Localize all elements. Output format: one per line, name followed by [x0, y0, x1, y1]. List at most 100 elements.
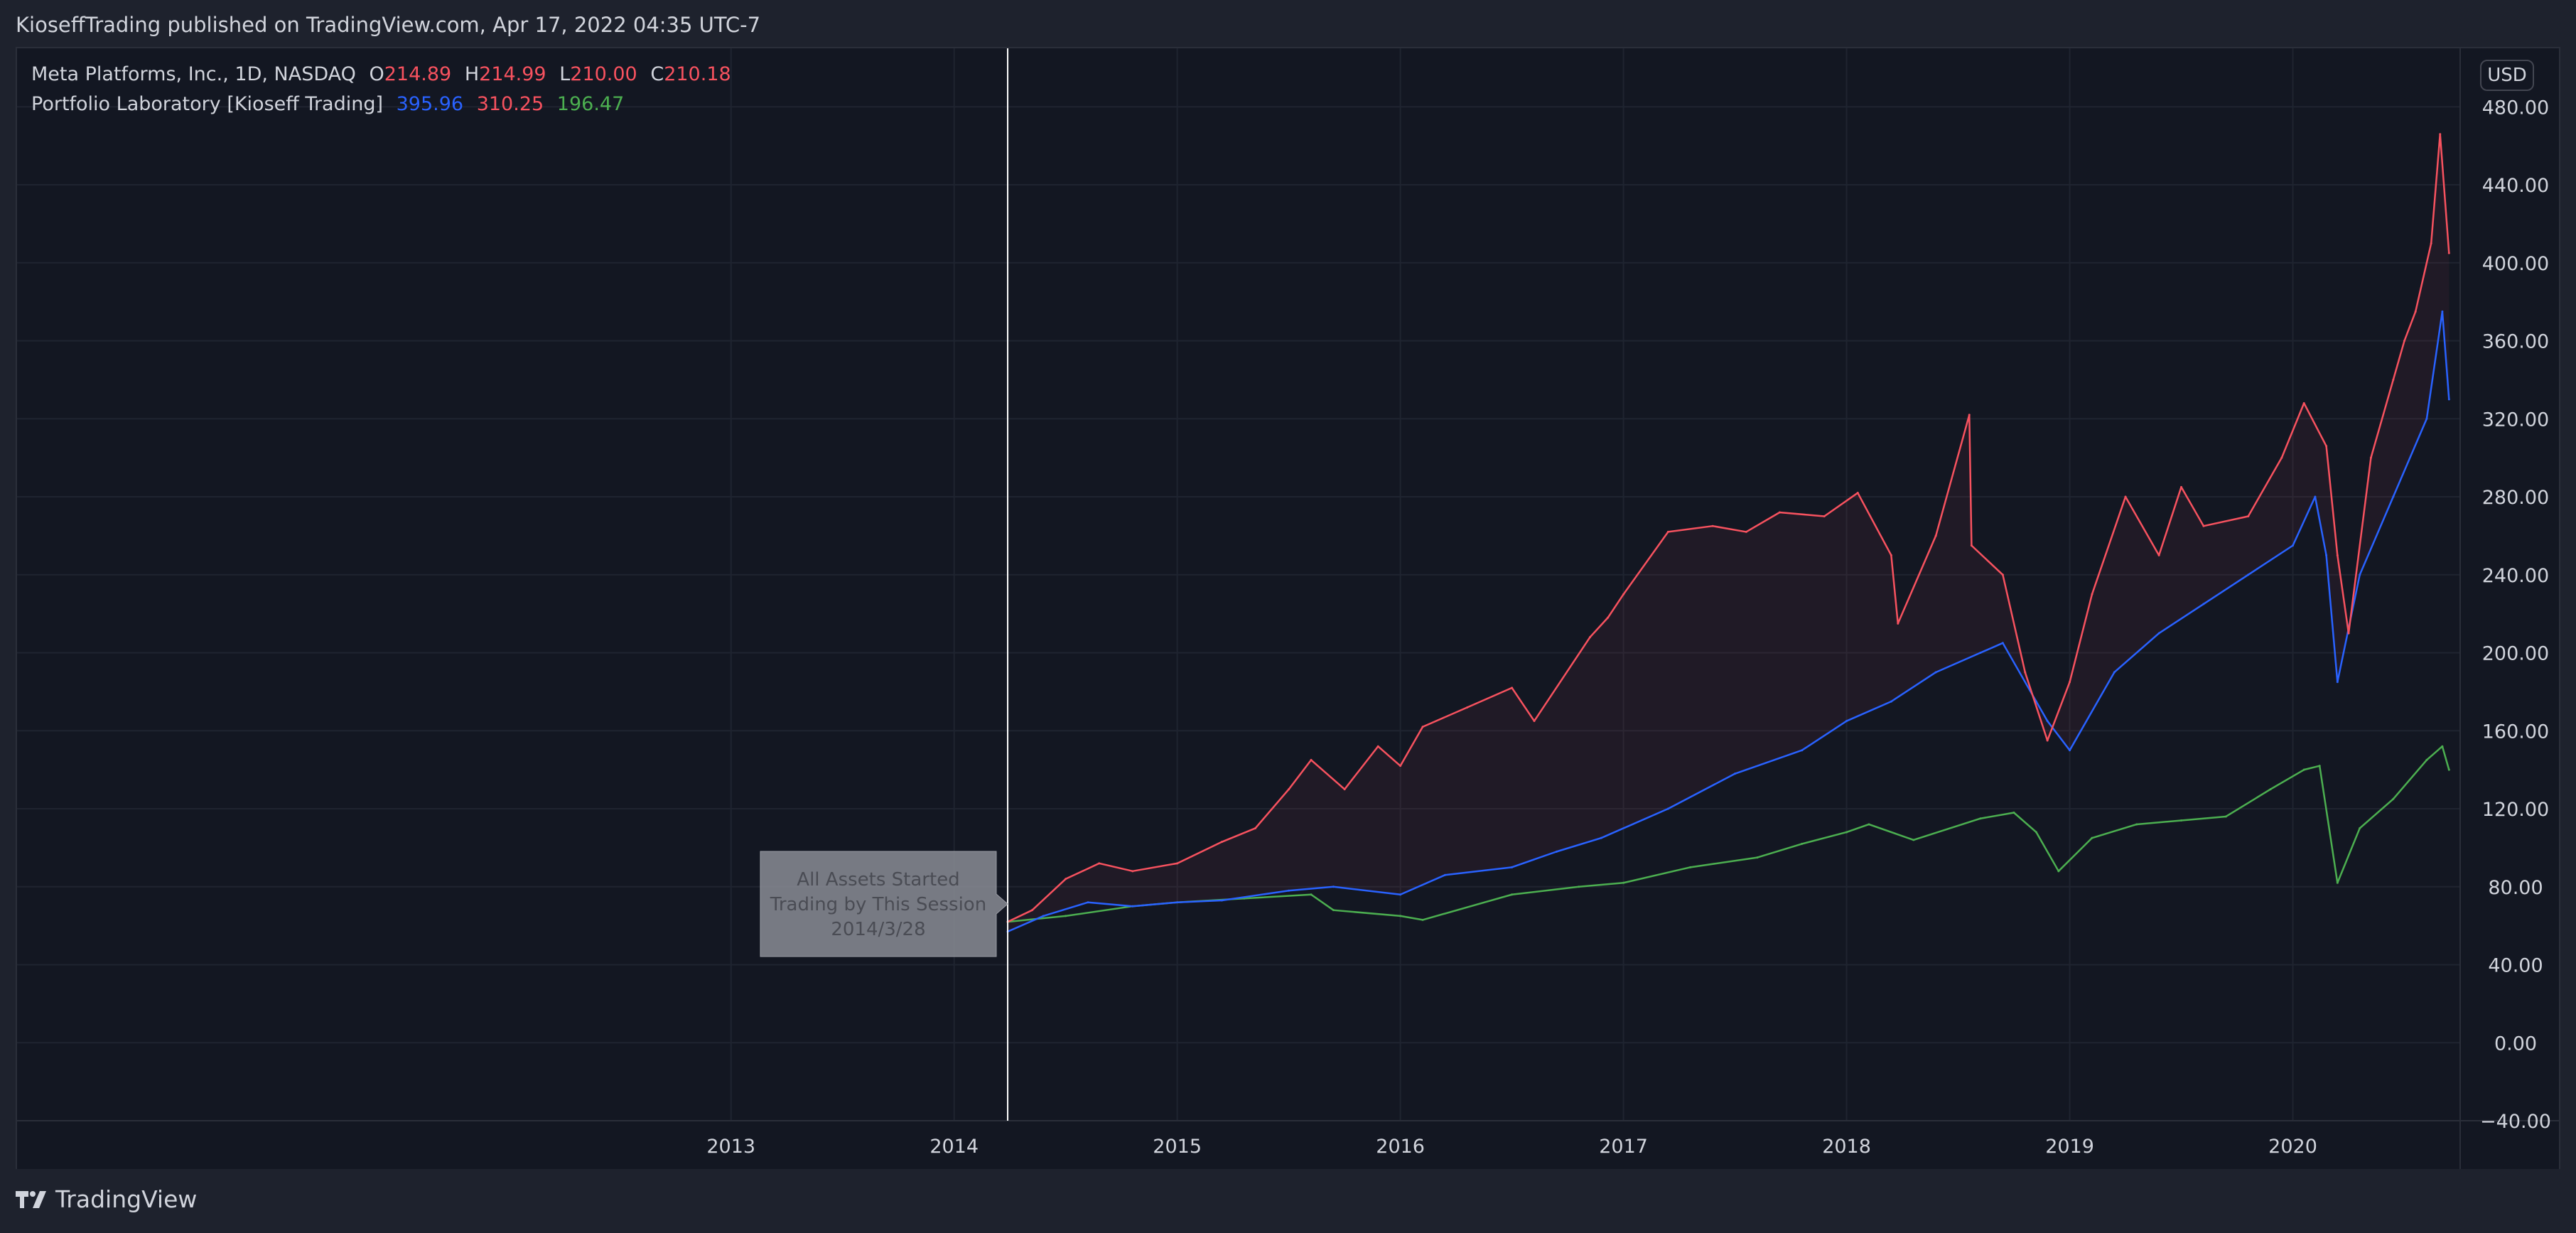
series-point — [2441, 310, 2444, 313]
series-layer — [1006, 133, 2450, 933]
series-point — [2392, 495, 2395, 498]
annotation-box — [760, 851, 1008, 957]
series-point — [2302, 402, 2305, 404]
series-point — [1511, 866, 1514, 868]
series-point — [1555, 850, 1558, 853]
series-point — [2269, 788, 2272, 791]
y-tick-label: 320.00 — [2482, 409, 2549, 431]
series-point — [1934, 671, 1937, 674]
series-point — [2091, 836, 2093, 839]
y-tick-label: 360.00 — [2482, 331, 2549, 353]
series-point — [2359, 574, 2361, 576]
series-point — [1399, 915, 1402, 917]
y-tick-label: 480.00 — [2482, 97, 2549, 119]
indicator-name: Portfolio Laboratory [Kioseff Trading] — [31, 93, 384, 115]
x-tick-label: 2013 — [706, 1136, 755, 1158]
indicator-legend-row[interactable]: Portfolio Laboratory [Kioseff Trading] 3… — [31, 90, 738, 119]
high-label: H — [464, 63, 480, 85]
series-point — [2046, 739, 2049, 742]
y-tick-label: 40.00 — [2488, 955, 2543, 977]
series-point — [1376, 745, 1379, 748]
series-point — [1176, 862, 1179, 865]
series-point — [1589, 636, 1592, 639]
series-point — [2292, 544, 2295, 547]
grid-lines — [17, 48, 2460, 1121]
series-point — [1711, 524, 1714, 527]
series-point — [2447, 252, 2450, 254]
series-point — [1756, 856, 1759, 859]
series-point — [1466, 706, 1469, 709]
indicator-value-red: 310.25 — [476, 93, 544, 115]
series-point — [1890, 554, 1892, 556]
series-point — [1533, 720, 1536, 723]
tradingview-logo[interactable]: TradingView — [16, 1185, 197, 1213]
series-point — [2336, 881, 2339, 884]
y-tick-label: 160.00 — [2482, 721, 2549, 743]
x-tick-label: 2014 — [929, 1136, 979, 1158]
series-point — [2157, 554, 2160, 556]
series-point — [2347, 632, 2350, 635]
series-point — [1220, 841, 1223, 844]
x-tick-label: 2019 — [2045, 1136, 2094, 1158]
y-tick-label: 400.00 — [2482, 253, 2549, 275]
series-point — [1968, 414, 1971, 416]
series-point — [2302, 768, 2305, 771]
series-point — [2180, 819, 2183, 822]
series-point — [1511, 687, 1514, 689]
y-tick-label: 440.00 — [2482, 175, 2549, 197]
series-point — [1734, 772, 1737, 775]
chart-legend: Meta Platforms, Inc., 1D, NASDAQ O214.89… — [31, 60, 738, 119]
open-label: O — [369, 63, 384, 85]
low-label: L — [559, 63, 571, 85]
series-point — [2359, 827, 2361, 829]
annotation-layer: All Assets Started Trading by This Sessio… — [760, 48, 1009, 1121]
series-point — [1443, 873, 1446, 876]
series-point — [1622, 593, 1625, 596]
series-point — [2035, 831, 2037, 834]
y-tick-label: 0.00 — [2494, 1033, 2537, 1055]
series-point — [2447, 768, 2450, 771]
series-point — [1087, 901, 1089, 904]
currency-badge[interactable]: USD — [2480, 60, 2534, 91]
series-point — [2224, 815, 2227, 818]
chart-frame[interactable] — [16, 47, 2560, 1170]
series-point — [1622, 881, 1625, 884]
x-tick-label: 2017 — [1599, 1136, 1648, 1158]
series-point — [2024, 671, 2027, 674]
series-point — [2441, 745, 2444, 748]
y-tick-label: 280.00 — [2482, 487, 2549, 509]
x-tick-label: 2015 — [1153, 1136, 1202, 1158]
symbol-legend-row[interactable]: Meta Platforms, Inc., 1D, NASDAQ O214.89… — [31, 60, 738, 90]
series-point — [2091, 593, 2093, 596]
series-point — [1778, 511, 1781, 514]
y-tick-label: −40.00 — [2480, 1111, 2551, 1133]
series-point — [2202, 524, 2205, 527]
series-point — [1979, 652, 1982, 655]
indicator-value-blue: 395.96 — [396, 93, 464, 115]
series-point — [1912, 839, 1915, 841]
series-point — [1890, 700, 1892, 703]
series-point — [1666, 530, 1669, 533]
high-value: 214.99 — [479, 63, 546, 85]
series-point — [1666, 807, 1669, 810]
series-point — [2280, 456, 2283, 459]
open-value: 214.89 — [384, 63, 452, 85]
publish-header: KioseffTrading published on TradingView.… — [0, 0, 2576, 48]
series-point — [1897, 622, 1899, 625]
series-point — [1801, 749, 1804, 752]
series-point — [2202, 603, 2205, 605]
y-tick-label: 80.00 — [2488, 877, 2543, 899]
series-point — [1343, 788, 1346, 791]
series-point — [2336, 681, 2339, 684]
series-point — [1511, 893, 1514, 896]
series-point — [2403, 340, 2406, 343]
series-point — [2414, 310, 2417, 313]
annotation-text: All Assets Started — [797, 869, 959, 890]
series-point — [2012, 812, 2015, 814]
series-point — [1970, 544, 1973, 547]
footer-bar — [0, 1169, 2576, 1233]
series-point — [1856, 492, 1859, 495]
series-point — [1689, 866, 1692, 868]
series-point — [1845, 720, 1848, 723]
